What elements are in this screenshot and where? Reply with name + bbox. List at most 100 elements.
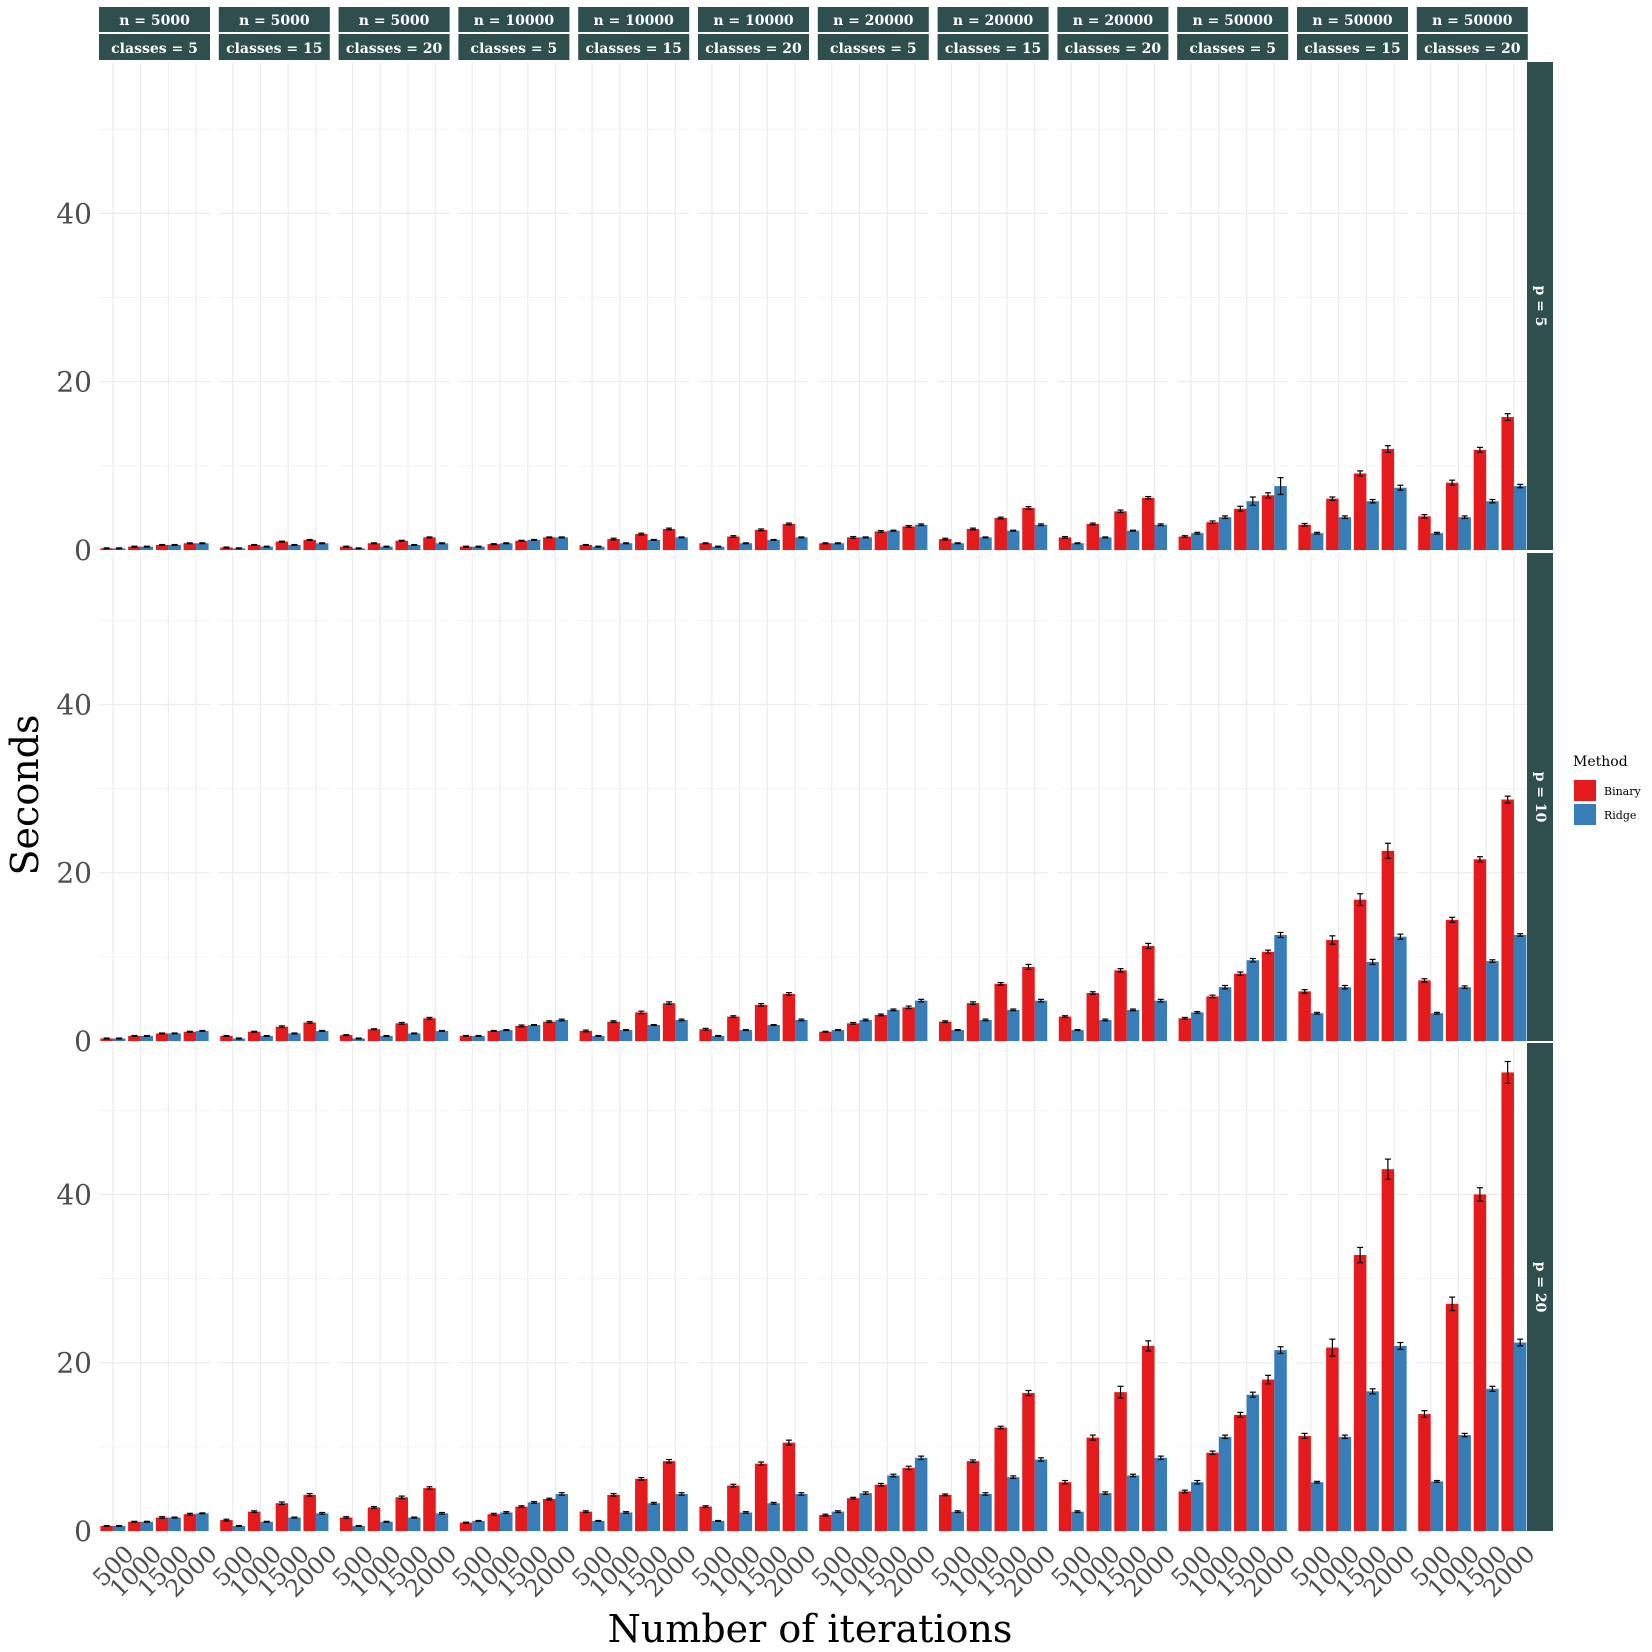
y-tick-label: 20: [56, 857, 92, 890]
strip-n-label: n = 5000: [119, 13, 190, 29]
bar-binary: [303, 1494, 316, 1531]
bar-ridge: [196, 1030, 209, 1041]
bar-binary: [1086, 1437, 1100, 1531]
errorbar-ridge: [1461, 515, 1468, 520]
strip-classes: [698, 34, 809, 60]
errorbar-binary: [822, 1030, 829, 1033]
bar-binary: [1445, 1303, 1459, 1531]
bar-binary: [635, 1012, 648, 1041]
errorbar-ridge: [1277, 1346, 1284, 1355]
errorbar-ridge: [171, 1516, 178, 1519]
bar-ridge: [1338, 517, 1352, 550]
errorbar-ridge: [862, 1491, 869, 1496]
errorbar-binary: [877, 1482, 884, 1487]
bar-ridge: [1310, 1013, 1324, 1041]
strip-n-label: n = 5000: [359, 13, 430, 29]
errorbar-binary: [1265, 1374, 1272, 1385]
bar-binary: [487, 544, 501, 550]
errorbar-binary: [1265, 492, 1272, 499]
bar-binary: [966, 1461, 980, 1531]
bar-binary: [303, 539, 316, 550]
errorbar-binary: [103, 1037, 110, 1040]
errorbar-binary: [1145, 942, 1152, 950]
bar-ridge: [1513, 1342, 1527, 1531]
errorbar-binary: [1329, 935, 1336, 945]
bar-binary: [754, 529, 768, 550]
bar-ridge: [1099, 1019, 1112, 1041]
bar-binary: [423, 537, 436, 550]
errorbar-ridge: [1249, 1391, 1256, 1398]
bar-binary: [1501, 1072, 1514, 1531]
bar-ridge: [1034, 524, 1048, 550]
bar-binary: [275, 1503, 289, 1531]
bar-binary: [699, 543, 712, 550]
bar-ridge: [435, 1030, 449, 1041]
bar-binary: [819, 1031, 832, 1041]
errorbar-ridge: [918, 523, 925, 527]
bar-binary: [874, 531, 888, 550]
errorbar-ridge: [1517, 483, 1524, 489]
bar-ridge: [1513, 486, 1527, 550]
bar-binary: [543, 1499, 556, 1531]
bar-binary: [459, 1522, 473, 1531]
errorbar-ridge: [1010, 1475, 1017, 1480]
bar-binary: [247, 1511, 261, 1531]
strip-n-label: n = 20000: [953, 13, 1034, 29]
errorbar-ridge: [715, 545, 722, 548]
errorbar-ridge: [890, 1473, 897, 1478]
bar-ridge: [1246, 960, 1260, 1041]
strip-classes: [578, 34, 690, 60]
bar-ridge: [1430, 533, 1444, 550]
bar-layer: [100, 413, 1527, 1531]
bar-ridge: [795, 537, 808, 550]
bar-ridge: [315, 1030, 329, 1041]
errorbar-binary: [1421, 1410, 1428, 1419]
errorbar-binary: [343, 1034, 350, 1037]
strip-n: [578, 7, 690, 32]
bar-ridge: [739, 1512, 753, 1531]
bar-binary: [487, 1030, 501, 1041]
bar-binary: [183, 1031, 197, 1041]
errorbar-binary: [223, 546, 230, 549]
bar-binary: [727, 536, 740, 550]
bar-ridge: [675, 1493, 688, 1531]
errorbar-ridge: [199, 1029, 206, 1032]
errorbar-binary: [159, 1516, 166, 1519]
bar-binary: [1022, 507, 1035, 550]
errorbar-ridge: [798, 1492, 805, 1496]
bar-ridge: [1246, 1394, 1260, 1531]
errorbar-ridge: [982, 1492, 989, 1496]
bar-binary: [782, 993, 796, 1041]
errorbar-ridge: [1517, 933, 1524, 937]
errorbar-ridge: [715, 1519, 722, 1522]
errorbar-binary: [1209, 994, 1216, 999]
errorbar-binary: [610, 1020, 617, 1024]
errorbar-ridge: [438, 542, 445, 545]
errorbar-ridge: [1341, 1434, 1348, 1440]
bar-binary: [303, 1022, 316, 1041]
bar-binary: [1445, 919, 1459, 1041]
x-axis-title: Number of iterations: [608, 1607, 1013, 1651]
bar-ridge: [1006, 1477, 1020, 1531]
bar-ridge: [1154, 1457, 1168, 1531]
bar-ridge: [739, 543, 753, 550]
errorbar-binary: [1504, 1060, 1511, 1084]
errorbar-ridge: [1341, 515, 1348, 520]
errorbar-ridge: [1194, 1479, 1201, 1485]
errorbar-binary: [1357, 470, 1364, 477]
bar-binary: [367, 1507, 381, 1531]
bar-binary: [846, 1023, 860, 1041]
bar-binary: [1473, 859, 1487, 1041]
bar-ridge: [767, 539, 780, 550]
errorbar-binary: [370, 542, 377, 545]
bar-ridge: [619, 1030, 633, 1041]
errorbar-ridge: [650, 538, 657, 541]
bar-ridge: [196, 543, 209, 550]
bar-ridge: [619, 543, 633, 550]
errorbar-ridge: [623, 1511, 630, 1514]
bar-ridge: [1071, 1030, 1084, 1041]
strip-n: [817, 7, 929, 32]
errorbar-binary: [758, 528, 765, 532]
bar-binary: [395, 1023, 408, 1041]
